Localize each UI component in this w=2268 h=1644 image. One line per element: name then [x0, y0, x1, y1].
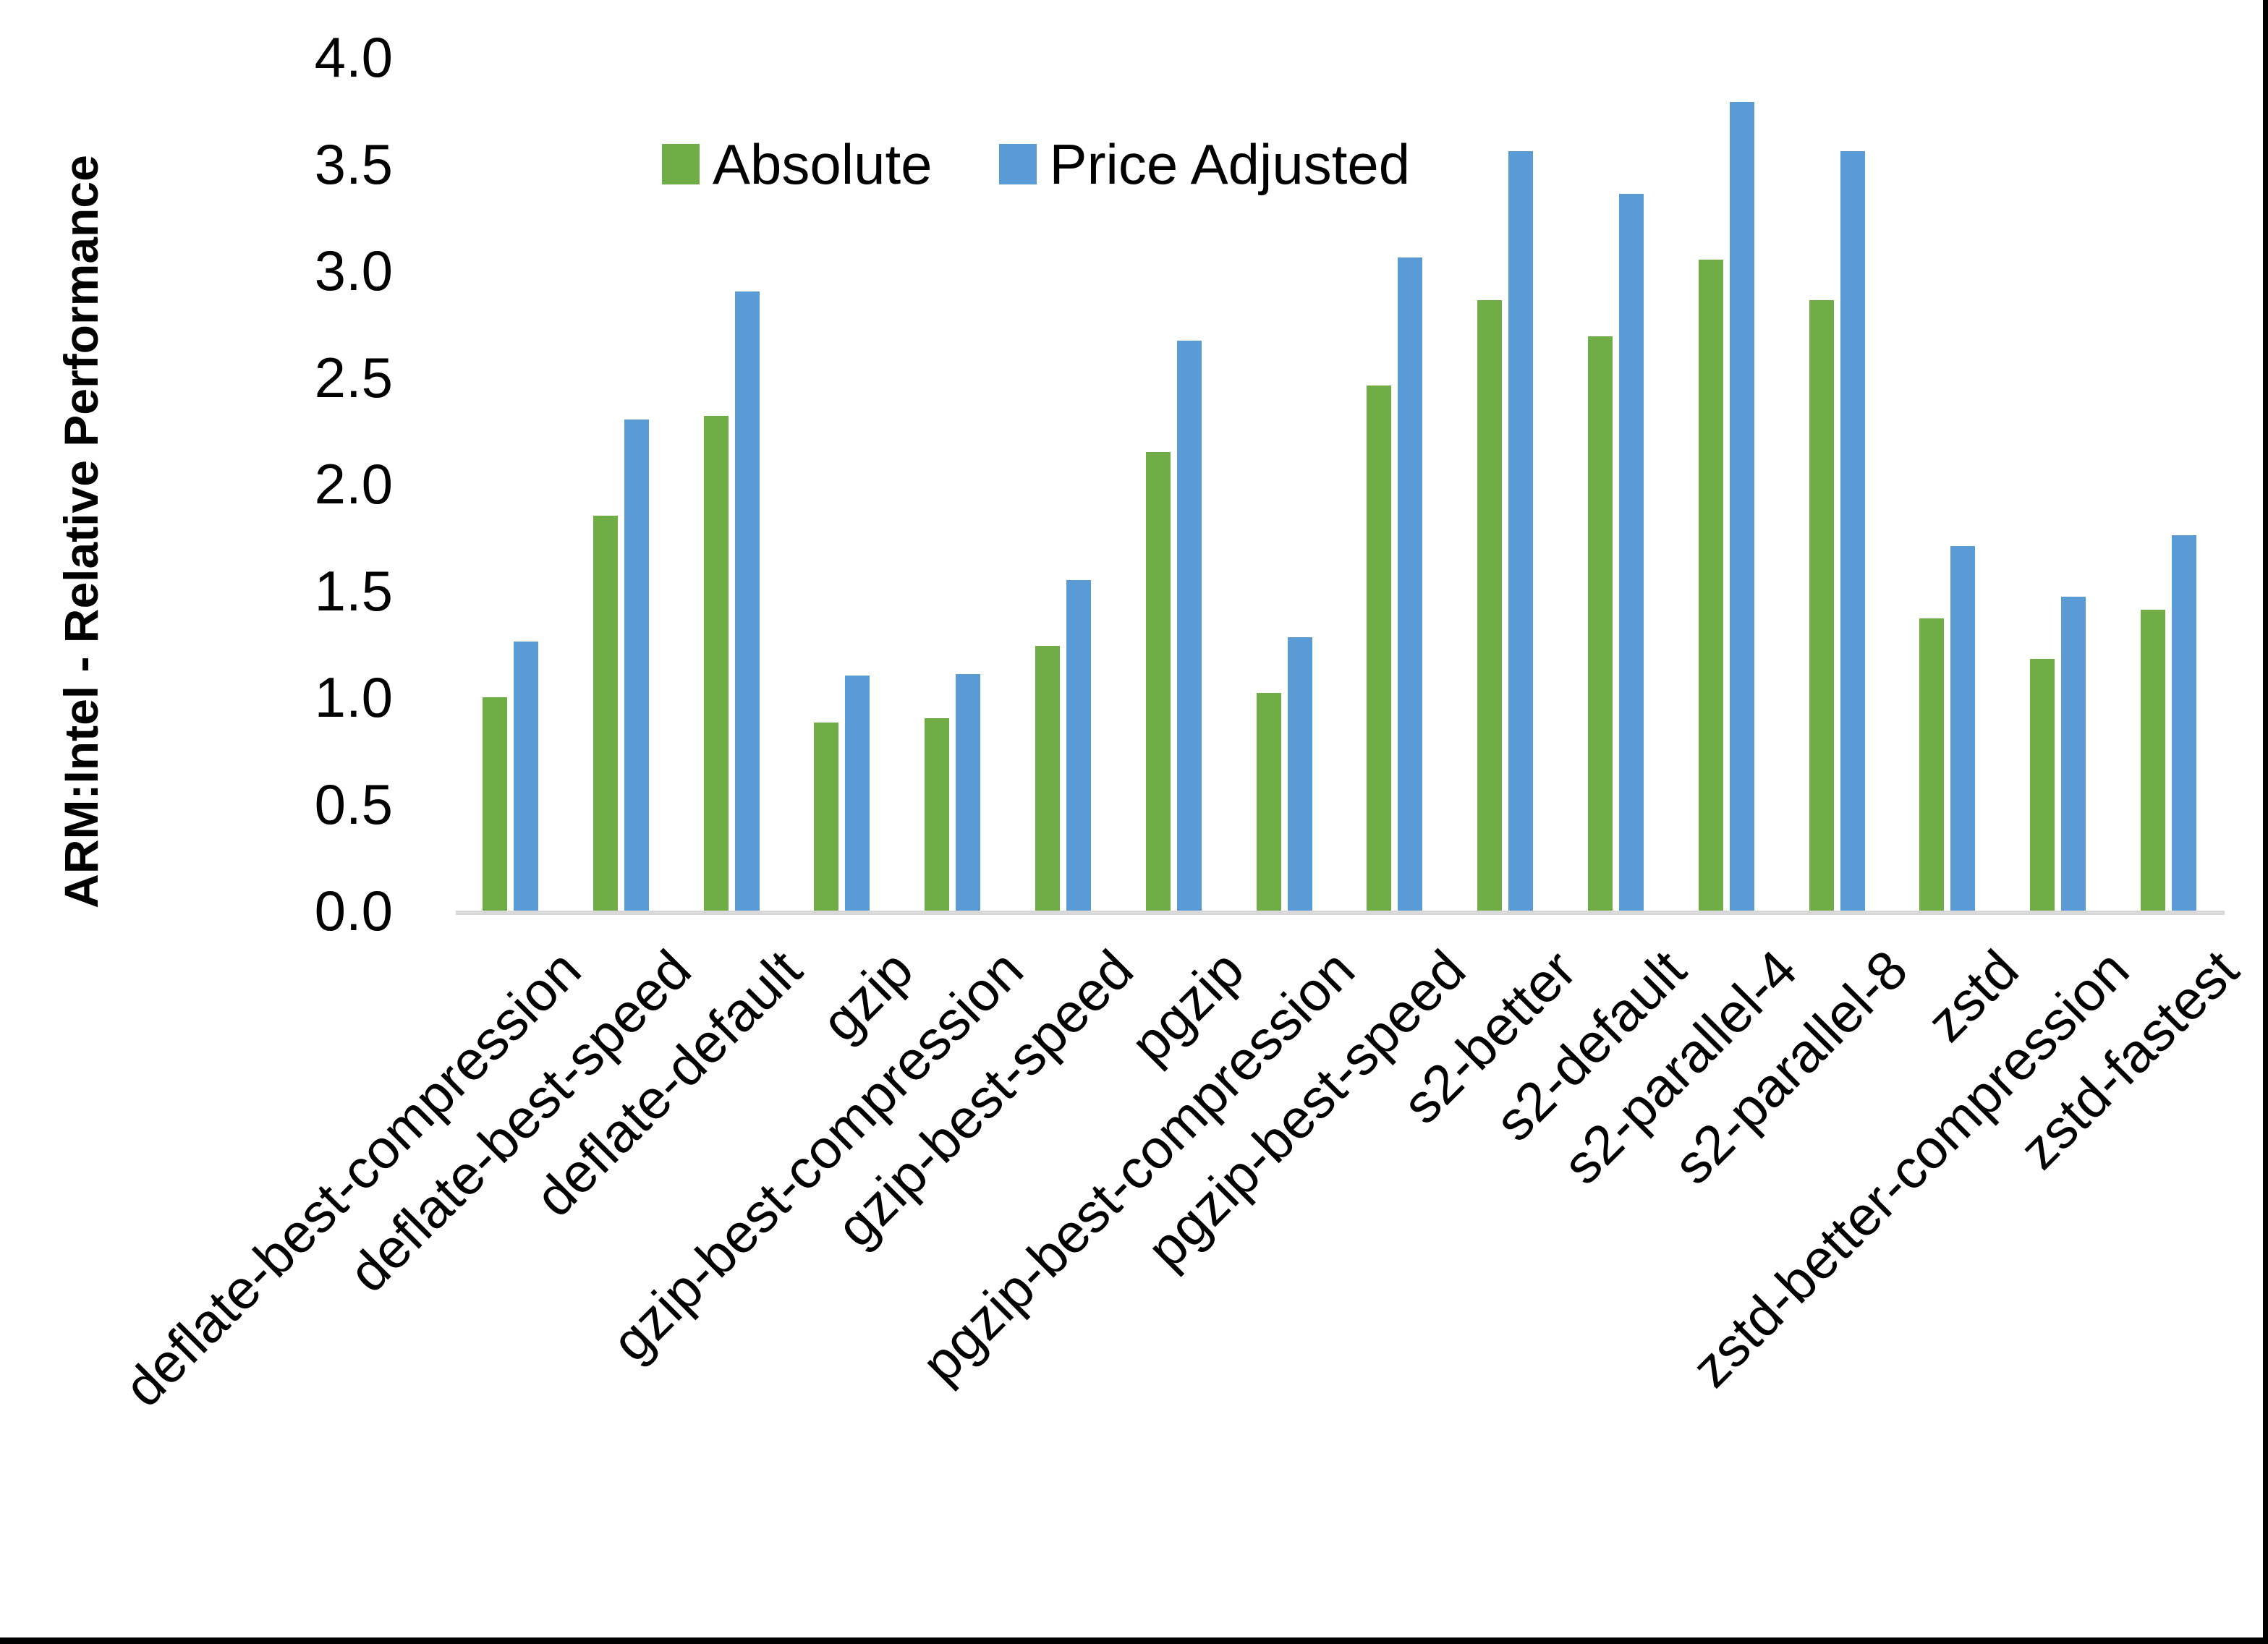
bar-price-adjusted-gzip-best-speed — [1066, 580, 1091, 911]
bar-price-adjusted-pgzip-best-compression — [1288, 637, 1312, 911]
bar-absolute-pgzip-best-speed — [1367, 386, 1391, 911]
bar-absolute-pgzip — [1146, 452, 1171, 911]
bar-price-adjusted-gzip-best-compression — [956, 674, 980, 911]
bar-price-adjusted-zstd-better-compression — [2061, 597, 2086, 911]
bar-price-adjusted-gzip — [845, 676, 870, 911]
bar-price-adjusted-s2-parallel-4 — [1730, 102, 1754, 911]
bar-absolute-s2-parallel-8 — [1809, 300, 1834, 911]
bar-absolute-gzip-best-compression — [925, 718, 949, 911]
x-axis-line — [456, 911, 2225, 915]
bar-absolute-s2-better — [1477, 300, 1502, 911]
bar-absolute-gzip-best-speed — [1035, 646, 1060, 911]
bar-absolute-deflate-best-compression — [483, 697, 507, 911]
bar-absolute-gzip — [814, 723, 838, 911]
bar-price-adjusted-pgzip — [1177, 341, 1202, 911]
bar-price-adjusted-s2-parallel-8 — [1840, 151, 1865, 911]
bar-absolute-deflate-best-speed — [593, 516, 618, 911]
y-tick-label: 3.0 — [314, 239, 393, 302]
y-tick-label: 0.0 — [314, 879, 393, 942]
screen-border-right — [2263, 0, 2268, 1644]
bar-price-adjusted-zstd-fastest — [2172, 535, 2196, 911]
bar-absolute-zstd-fastest — [2141, 610, 2165, 911]
bar-absolute-zstd-better-compression — [2030, 659, 2055, 911]
y-tick-label: 4.0 — [314, 25, 393, 89]
x-axis-label-deflate-best-compression: deflate-best-compression — [112, 938, 593, 1419]
y-tick-label: 1.0 — [314, 665, 393, 729]
bar-absolute-deflate-default — [704, 416, 729, 911]
legend-swatch-price-adjusted-icon — [998, 144, 1037, 184]
bar-price-adjusted-deflate-default — [735, 291, 760, 911]
y-tick-label: 3.5 — [314, 132, 393, 196]
y-tick-label: 0.5 — [314, 772, 393, 836]
bar-absolute-s2-parallel-4 — [1699, 260, 1723, 911]
bar-price-adjusted-deflate-best-compression — [514, 642, 538, 911]
y-tick-label: 2.0 — [314, 452, 393, 516]
y-tick-label: 1.5 — [314, 558, 393, 623]
bar-price-adjusted-zstd — [1950, 546, 1975, 911]
legend-swatch-absolute-icon — [662, 144, 700, 184]
legend: Absolute Price Adjusted — [662, 136, 1410, 192]
bar-price-adjusted-s2-default — [1619, 194, 1644, 911]
bar-absolute-zstd — [1919, 618, 1944, 911]
legend-label-price-adjusted: Price Adjusted — [1049, 132, 1411, 196]
legend-label-absolute: Absolute — [713, 132, 933, 196]
bar-absolute-s2-default — [1588, 336, 1613, 911]
bar-price-adjusted-deflate-best-speed — [624, 419, 649, 911]
screen-border-bottom — [0, 1637, 2268, 1644]
bar-price-adjusted-s2-better — [1508, 151, 1533, 911]
bar-absolute-pgzip-best-compression — [1257, 693, 1281, 911]
y-axis-title: ARM:Intel - Relative Performance — [54, 155, 108, 908]
bar-price-adjusted-pgzip-best-speed — [1398, 257, 1422, 911]
y-tick-label: 2.5 — [314, 345, 393, 409]
